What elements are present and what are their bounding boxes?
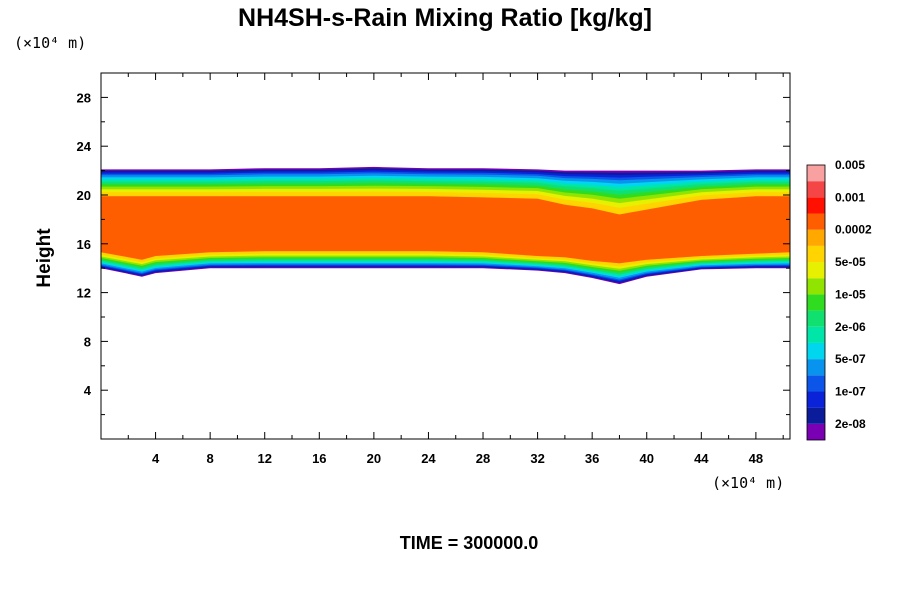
y-tick-label: 20 xyxy=(77,188,91,203)
colorbar-swatch xyxy=(807,359,825,376)
colorbar-swatch xyxy=(807,423,825,440)
contour-band xyxy=(101,196,790,264)
colorbar-swatch xyxy=(807,262,825,279)
colorbar-tick-label: 2e-06 xyxy=(835,320,866,334)
y-tick-label: 16 xyxy=(77,237,91,252)
x-tick-label: 48 xyxy=(749,451,763,466)
colorbar-swatch xyxy=(807,278,825,295)
colorbar-swatch xyxy=(807,391,825,408)
y-tick-label: 28 xyxy=(77,90,91,105)
y-tick-label: 8 xyxy=(84,334,91,349)
colorbar-swatch xyxy=(807,375,825,392)
time-label: TIME = 300000.0 xyxy=(400,533,539,553)
colorbar-tick-label: 0.001 xyxy=(835,190,865,204)
y-tick-label: 4 xyxy=(84,383,92,398)
x-tick-label: 28 xyxy=(476,451,490,466)
colorbar-swatch xyxy=(807,294,825,311)
colorbar-swatch xyxy=(807,213,825,230)
x-tick-label: 4 xyxy=(152,451,160,466)
x-tick-label: 32 xyxy=(530,451,544,466)
y-axis-unit: (×10⁴ m) xyxy=(14,34,86,52)
colorbar-tick-label: 5e-05 xyxy=(835,255,866,269)
x-tick-label: 16 xyxy=(312,451,326,466)
x-axis-ticks: 4 8 12 16 20 24 28 32 36 40 44 48 xyxy=(127,73,784,466)
colorbar-tick-label: 2e-08 xyxy=(835,417,866,431)
colorbar-tick-label: 1e-05 xyxy=(835,287,866,301)
colorbar-swatch xyxy=(807,229,825,246)
x-tick-label: 24 xyxy=(421,451,436,466)
colorbar-swatch xyxy=(807,165,825,182)
y-axis-ticks: 4 8 12 16 20 24 28 xyxy=(77,90,790,416)
plot-frame xyxy=(100,72,791,440)
colorbar-swatch xyxy=(807,181,825,198)
x-tick-label: 36 xyxy=(585,451,599,466)
colorbar-swatch xyxy=(807,245,825,263)
contour-layers xyxy=(101,166,790,285)
colorbar-tick-label: 0.0002 xyxy=(835,223,872,237)
colorbar-swatch xyxy=(807,407,825,424)
x-axis-unit: (×10⁴ m) xyxy=(712,474,784,492)
y-tick-label: 24 xyxy=(77,139,92,154)
colorbar-swatch xyxy=(807,310,825,327)
x-tick-label: 20 xyxy=(367,451,381,466)
colorbar-swatch xyxy=(807,342,825,360)
colorbar-frame xyxy=(806,164,826,441)
chart-title: NH4SH-s-Rain Mixing Ratio [kg/kg] xyxy=(238,4,652,32)
x-tick-label: 12 xyxy=(257,451,271,466)
colorbar-swatch xyxy=(807,197,825,214)
colorbar-swatch xyxy=(807,326,825,343)
x-tick-label: 40 xyxy=(640,451,654,466)
colorbar-tick-label: 1e-07 xyxy=(835,384,866,398)
y-axis-label: Height xyxy=(34,228,55,288)
y-tick-label: 12 xyxy=(77,286,91,301)
x-tick-label: 8 xyxy=(207,451,214,466)
colorbar: 2e-08 1e-07 5e-07 2e-06 1e-05 5e-05 0.0002 0.00… xyxy=(806,158,872,441)
colorbar-tick-label: 5e-07 xyxy=(835,352,866,366)
colorbar-tick-label: 0.005 xyxy=(835,158,865,172)
x-tick-label: 44 xyxy=(694,451,709,466)
